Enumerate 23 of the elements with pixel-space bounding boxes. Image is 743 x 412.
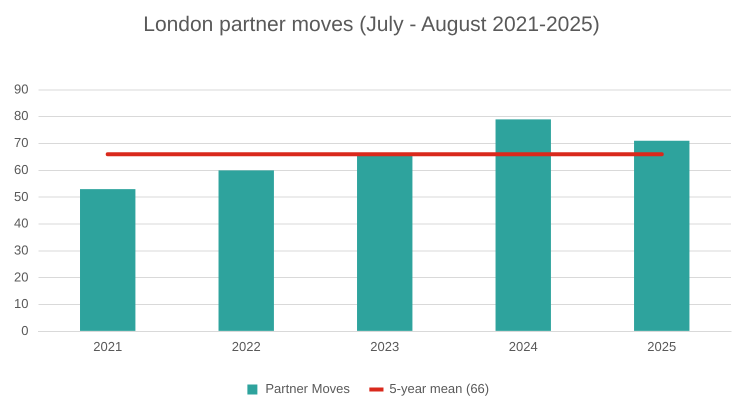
y-tick-label: 80 [14,108,28,124]
y-tick-label: 0 [21,322,28,338]
y-tick-label: 30 [14,242,28,258]
x-tick-label: 2024 [508,338,538,354]
y-tick-label: 10 [14,296,28,312]
y-tick-label: 70 [14,135,28,150]
x-tick-label: 2022 [232,338,261,354]
y-tick-label: 60 [14,162,28,177]
x-tick-label: 2021 [93,338,122,354]
x-tick-label: 2023 [370,338,400,354]
chart-title: London partner moves (July - August 2021-2025) [142,12,601,38]
y-tick-label: 20 [14,269,28,284]
x-tick-label: 2025 [647,338,676,354]
legend-label: 5-year mean (66) [389,381,490,396]
bar [218,170,274,331]
bar [357,154,412,331]
y-tick-label: 50 [14,188,28,204]
bar [634,140,690,331]
y-tick-label: 90 [14,81,28,96]
bar [496,119,551,331]
bar [80,189,136,331]
y-tick-label: 40 [14,216,28,231]
legend-label: Partner Moves [265,381,350,396]
